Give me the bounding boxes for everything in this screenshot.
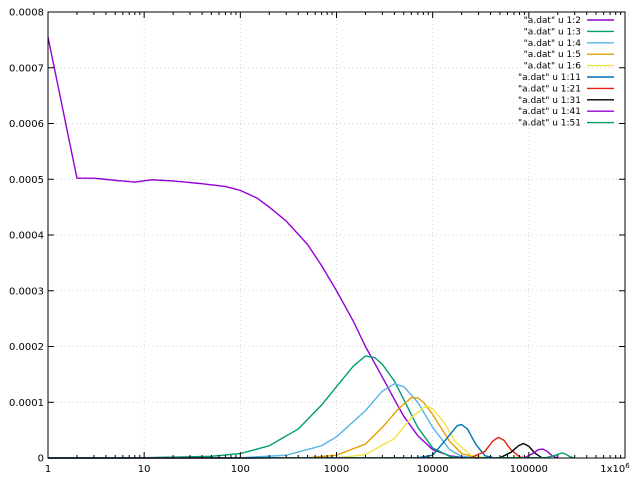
legend: "a.dat" u 1:2"a.dat" u 1:3"a.dat" u 1:4"…	[518, 16, 614, 129]
axis-ticks: 0 0.0001 0.0002 0.0003 0.0004 0.0005 0.0006 0.0…	[9, 8, 630, 476]
series-line	[47, 383, 479, 459]
legend-entry-label: "a.dat" u 1:51	[518, 119, 581, 129]
legend-entry-label: "a.dat" u 1:21	[518, 84, 581, 94]
legend-entry-label: "a.dat" u 1:3	[524, 27, 581, 37]
y-tick-label: 0.0005	[9, 175, 44, 186]
y-tick-label: 0	[38, 454, 44, 465]
y-tick-label: 0.0003	[9, 286, 44, 297]
series-line	[47, 397, 479, 459]
y-tick-label: 0.0006	[9, 119, 44, 130]
legend-entry-label: "a.dat" u 1:2	[524, 16, 581, 26]
y-tick-label: 0.0007	[9, 63, 44, 74]
series-line	[47, 36, 479, 459]
y-tick-label: 0.0001	[9, 398, 44, 409]
x-tick-label: 1	[45, 464, 51, 475]
y-tick-label: 0.0008	[9, 8, 44, 19]
x-tick-label: 10000	[417, 464, 449, 475]
y-tick-label: 0.0004	[9, 231, 44, 242]
series-line	[47, 423, 496, 459]
series-lines	[47, 36, 575, 459]
legend-entry-label: "a.dat" u 1:6	[524, 62, 582, 72]
series-line	[47, 448, 559, 459]
legend-entry-label: "a.dat" u 1:31	[518, 96, 581, 106]
series-line	[47, 406, 486, 459]
legend-entry-label: "a.dat" u 1:5	[524, 50, 581, 60]
x-tick-label: 1x106	[600, 462, 630, 475]
x-tick-label: 100000	[510, 464, 548, 475]
y-tick-label: 0.0002	[9, 342, 44, 353]
series-line	[47, 355, 462, 459]
x-tick-label: 10	[138, 464, 151, 475]
x-tick-label: 1000	[324, 464, 349, 475]
legend-entry-label: "a.dat" u 1:4	[524, 39, 582, 49]
series-line	[47, 436, 527, 459]
x-tick-label: 100	[231, 464, 250, 475]
legend-entry-label: "a.dat" u 1:41	[518, 107, 581, 117]
series-line	[47, 442, 546, 459]
x-tick-exponent: 6	[625, 462, 630, 470]
legend-entry-label: "a.dat" u 1:11	[518, 73, 581, 83]
